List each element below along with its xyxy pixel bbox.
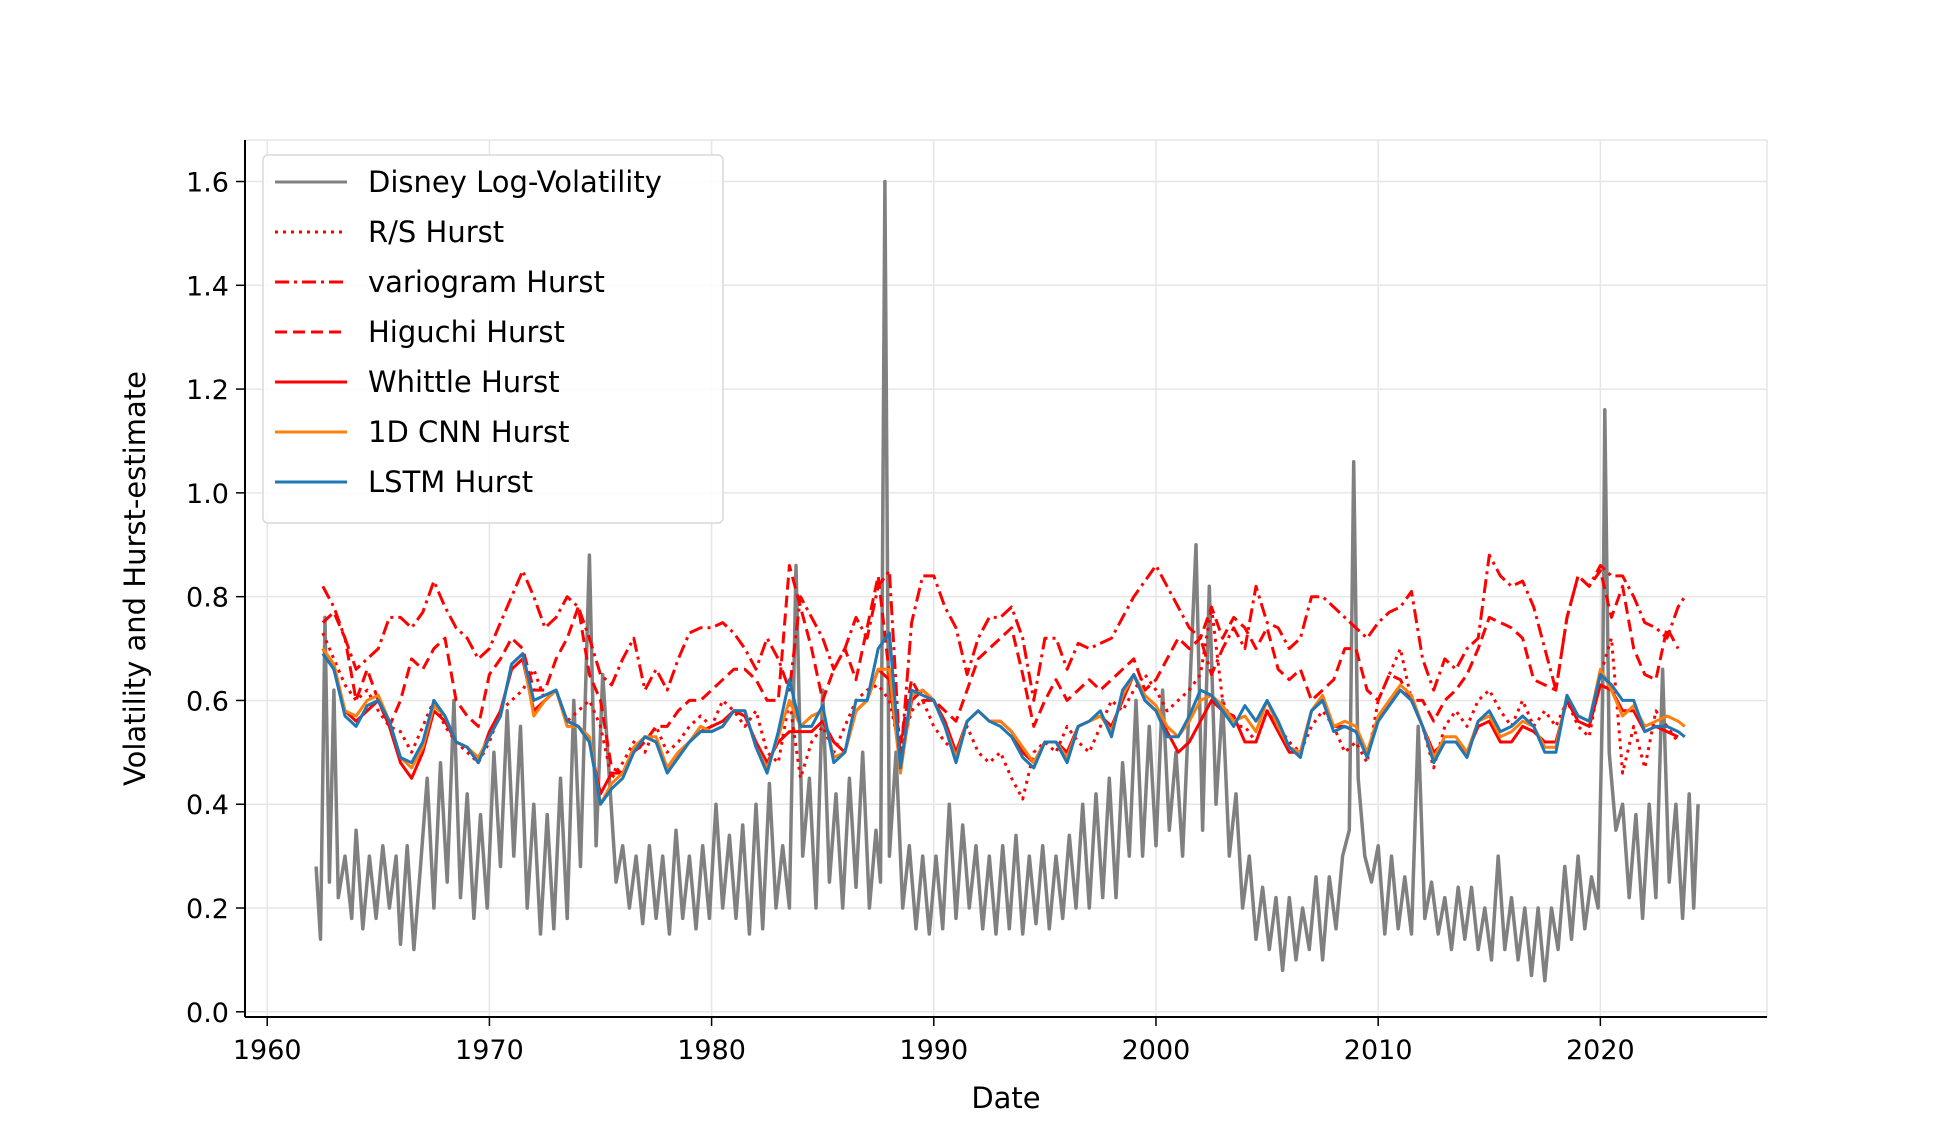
x-tick-label: 1990 [899, 1035, 968, 1066]
series-line-6 [321, 631, 1686, 806]
y-axis-label: Volatility and Hurst-estimate [118, 371, 152, 786]
series-line-3 [321, 564, 1680, 775]
series-line-0 [314, 179, 1700, 983]
plot-area-series [314, 179, 1700, 983]
series-line-5 [321, 647, 1686, 806]
legend: Disney Log-Volatility R/S Hurst variogram … [262, 154, 724, 524]
y-tick-label: 0.4 [186, 790, 229, 821]
legend-label-2: variogram Hurst [368, 265, 605, 299]
x-axis-ticks: 1960 1970 1980 1990 2000 2010 2020 [233, 1017, 1635, 1066]
legend-label-0: Disney Log-Volatility [368, 165, 662, 199]
y-tick-label: 0.0 [186, 998, 229, 1029]
x-tick-label: 2000 [1122, 1035, 1191, 1066]
series-line-2 [321, 553, 1687, 765]
legend-label-5: 1D CNN Hurst [368, 415, 569, 449]
x-tick-label: 1980 [677, 1035, 746, 1066]
x-tick-label: 1970 [455, 1035, 524, 1066]
x-tick-label: 2020 [1566, 1035, 1635, 1066]
legend-label-1: R/S Hurst [368, 215, 504, 249]
y-tick-label: 1.4 [186, 271, 229, 302]
y-tick-label: 1.0 [186, 479, 229, 510]
legend-box [262, 154, 724, 524]
y-tick-label: 0.2 [186, 894, 229, 925]
legend-label-4: Whittle Hurst [368, 365, 560, 399]
y-tick-label: 0.8 [186, 583, 229, 614]
legend-label-6: LSTM Hurst [368, 465, 533, 499]
x-tick-label: 2010 [1344, 1035, 1413, 1066]
y-tick-label: 0.6 [186, 686, 229, 717]
y-tick-label: 1.2 [186, 375, 229, 406]
x-tick-label: 1960 [233, 1035, 302, 1066]
x-axis-label: Date [971, 1081, 1040, 1115]
axes [244, 140, 1767, 1018]
y-axis-ticks: 0.0 0.2 0.4 0.6 0.8 1.0 1.2 1.4 1.6 [186, 168, 245, 1029]
y-tick-label: 1.6 [186, 168, 229, 199]
series-line-1 [321, 605, 1680, 801]
legend-label-3: Higuchi Hurst [368, 315, 565, 349]
